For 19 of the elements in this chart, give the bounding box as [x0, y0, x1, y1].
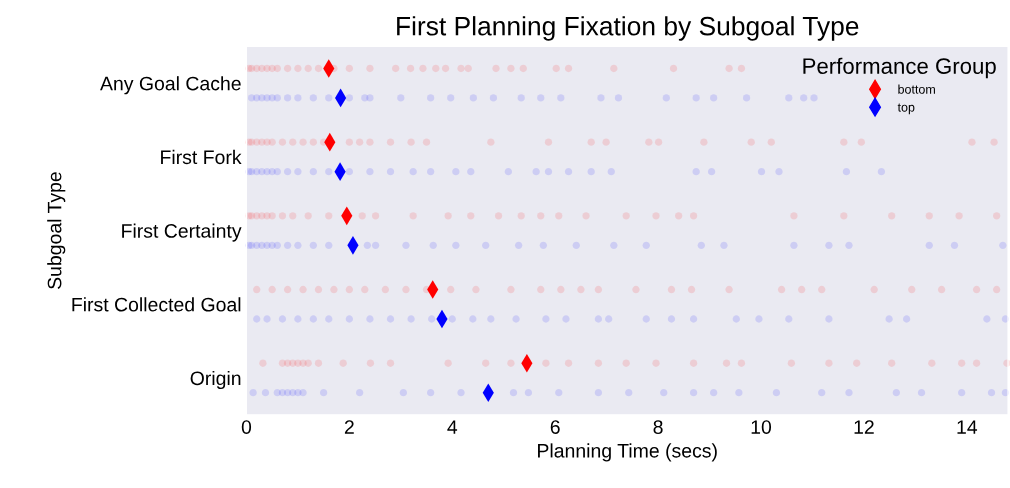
x-axis-title: Planning Time (secs)	[538, 443, 717, 462]
x-tick-label: 2	[344, 420, 354, 434]
y-tick-label: Origin	[190, 370, 241, 390]
y-tick-label: First Fork	[161, 149, 242, 165]
y-tick-label: Any Goal Cache	[100, 76, 241, 95]
chart-title: First Planning Fixation by Subgoal Type	[397, 16, 859, 41]
x-tick-label: 10	[751, 420, 772, 434]
y-tick-label: First Collected Goal	[72, 297, 241, 312]
x-tick-label: 12	[854, 420, 874, 434]
y-tick-label: First Certainty	[122, 223, 242, 242]
x-tick-label: 6	[550, 420, 560, 434]
x-tick-label: 0	[241, 420, 252, 434]
x-tick-label: 14	[957, 420, 978, 434]
legend-title: Performance Group	[803, 57, 996, 79]
x-tick-label: 4	[447, 420, 458, 434]
x-tick-label: 8	[653, 420, 663, 434]
y-axis-title: Subgoal Type	[47, 172, 66, 289]
legend-label: top	[897, 103, 915, 115]
legend-label: bottom	[898, 84, 935, 94]
